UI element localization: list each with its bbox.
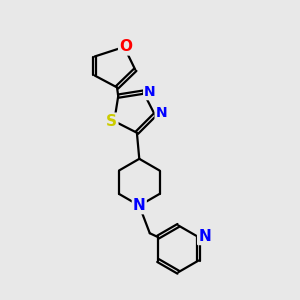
Text: S: S	[106, 114, 117, 129]
Text: N: N	[198, 229, 211, 244]
Text: N: N	[144, 85, 156, 99]
Text: N: N	[133, 198, 146, 213]
Text: O: O	[119, 39, 132, 54]
Text: N: N	[156, 106, 167, 120]
